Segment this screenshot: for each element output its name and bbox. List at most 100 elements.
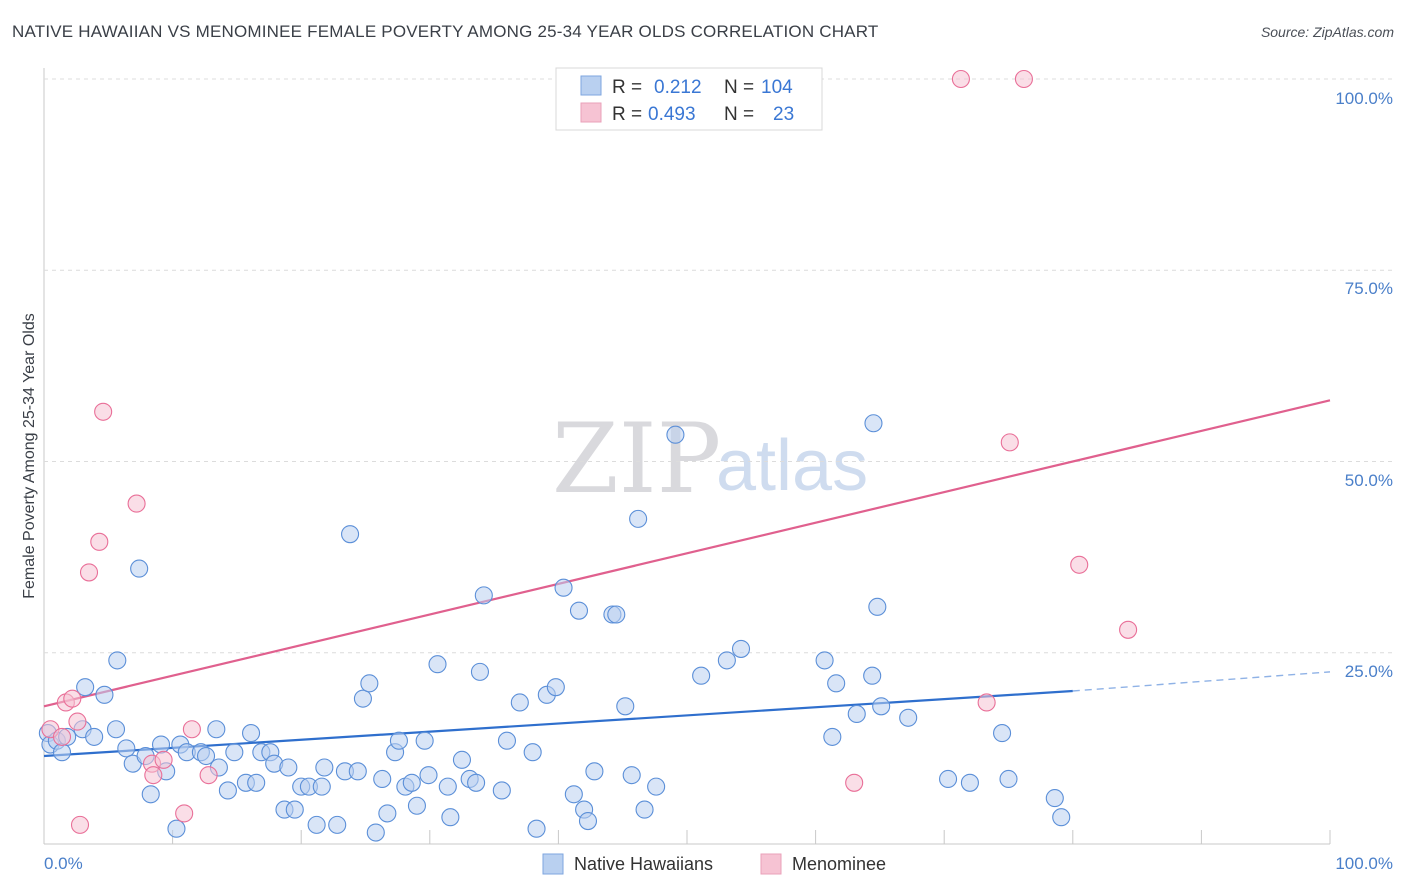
point-native-hawaiians-73 — [564, 785, 583, 804]
point-native-hawaiians-92 — [847, 704, 866, 724]
series-legend: Native Hawaiians Menominee — [542, 853, 886, 875]
point-native-hawaiians-15 — [141, 785, 160, 804]
point-native-hawaiians-54 — [407, 796, 426, 815]
y-tick-label-50: 50.0% — [1345, 471, 1393, 490]
point-native-hawaiians-11 — [117, 739, 136, 758]
point-native-hawaiians-77 — [585, 762, 604, 781]
menominee-points — [41, 69, 1138, 834]
point-native-hawaiians-43 — [341, 525, 360, 544]
point-native-hawaiians-57 — [428, 655, 447, 674]
point-native-hawaiians-29 — [247, 773, 266, 792]
watermark-zip: ZIP — [552, 403, 721, 515]
point-native-hawaiians-39 — [312, 777, 331, 796]
point-native-hawaiians-63 — [470, 662, 490, 681]
point-native-hawaiians-95 — [868, 597, 887, 616]
point-native-hawaiians-93 — [863, 666, 882, 685]
point-native-hawaiians-99 — [993, 724, 1012, 743]
legend-r-value-1: 0.212 — [654, 77, 702, 98]
point-native-hawaiians-46 — [360, 674, 379, 693]
point-menominee-20 — [977, 693, 996, 712]
point-native-hawaiians-13 — [130, 559, 149, 578]
point-menominee-16 — [1014, 69, 1033, 89]
point-menominee-12 — [154, 750, 173, 769]
point-menominee-1 — [52, 727, 72, 746]
point-native-hawaiians-41 — [328, 815, 347, 834]
point-native-hawaiians-101 — [1045, 789, 1064, 808]
point-native-hawaiians-69 — [527, 819, 546, 838]
correlation-legend: R = 0.212 N = 104 R = 0.493 N = 23 — [555, 67, 823, 131]
legend-n-value-2: 23 — [773, 104, 794, 125]
point-native-hawaiians-55 — [415, 731, 434, 750]
trendline-menominee — [43, 399, 1331, 708]
point-native-hawaiians-66 — [497, 731, 517, 750]
point-native-hawaiians-44 — [348, 762, 367, 781]
point-native-hawaiians-9 — [106, 720, 126, 739]
point-native-hawaiians-103 — [960, 773, 979, 792]
legend-n-label-2: N = — [724, 104, 754, 125]
trendline-native-hawaiians — [43, 689, 1073, 758]
native-hawaiians-points — [38, 414, 1071, 842]
point-menominee-18 — [1070, 555, 1089, 574]
point-menominee-13 — [175, 804, 194, 823]
point-native-hawaiians-86 — [692, 666, 711, 685]
point-menominee-17 — [1000, 433, 1019, 452]
point-native-hawaiians-91 — [827, 674, 846, 693]
point-native-hawaiians-38 — [307, 815, 326, 834]
point-native-hawaiians-3 — [52, 743, 72, 762]
legend-r-label-1: R = — [612, 77, 642, 98]
point-native-hawaiians-97 — [899, 708, 918, 727]
point-menominee-22 — [182, 720, 201, 739]
legend-swatch-pink — [580, 102, 602, 123]
trendlines — [43, 399, 1331, 758]
x-tick-marks — [172, 830, 1331, 844]
bottom-legend-menominee: Menominee — [792, 854, 886, 874]
point-menominee-4 — [68, 712, 87, 731]
point-native-hawaiians-28 — [241, 724, 261, 743]
point-native-hawaiians-25 — [218, 781, 237, 800]
point-native-hawaiians-84 — [647, 777, 666, 796]
trendline-native-hawaiians-extension — [1072, 671, 1331, 692]
point-native-hawaiians-8 — [95, 685, 114, 704]
point-menominee-9 — [127, 494, 146, 513]
point-native-hawaiians-10 — [108, 651, 127, 670]
point-menominee-6 — [79, 563, 99, 582]
point-native-hawaiians-102 — [1052, 808, 1071, 827]
point-native-hawaiians-80 — [616, 697, 635, 716]
point-native-hawaiians-40 — [315, 758, 334, 777]
point-native-hawaiians-72 — [554, 578, 573, 597]
point-native-hawaiians-49 — [378, 804, 397, 823]
point-native-hawaiians-79 — [607, 605, 626, 624]
point-native-hawaiians-26 — [225, 743, 244, 762]
watermark-atlas: atlas — [716, 426, 868, 506]
point-menominee-21 — [845, 773, 864, 792]
y-tick-label-25: 25.0% — [1345, 662, 1393, 681]
bottom-legend-swatch-pink — [760, 853, 782, 875]
point-native-hawaiians-45 — [353, 689, 372, 708]
x-tick-label-0: 0.0% — [44, 854, 83, 873]
legend-r-value-2: 0.493 — [648, 104, 696, 125]
point-menominee-19 — [1119, 620, 1138, 639]
legend-n-value-1: 104 — [761, 77, 793, 98]
point-native-hawaiians-16 — [151, 735, 171, 754]
point-native-hawaiians-67 — [510, 693, 529, 712]
point-native-hawaiians-59 — [441, 808, 460, 827]
point-native-hawaiians-71 — [546, 678, 565, 697]
point-native-hawaiians-47 — [366, 823, 385, 842]
point-native-hawaiians-94 — [864, 414, 883, 433]
point-native-hawaiians-53 — [402, 773, 421, 792]
point-native-hawaiians-56 — [419, 766, 438, 785]
point-native-hawaiians-7 — [85, 727, 104, 746]
point-native-hawaiians-23 — [207, 720, 226, 739]
point-native-hawaiians-98 — [939, 769, 958, 789]
point-native-hawaiians-18 — [167, 819, 186, 838]
point-native-hawaiians-89 — [815, 651, 834, 670]
chart-title: NATIVE HAWAIIAN VS MENOMINEE FEMALE POVE… — [12, 22, 879, 41]
y-tick-label-100: 100.0% — [1335, 89, 1393, 108]
point-native-hawaiians-81 — [622, 766, 641, 785]
point-native-hawaiians-85 — [666, 425, 685, 444]
point-menominee-8 — [90, 532, 109, 551]
point-native-hawaiians-90 — [823, 727, 842, 746]
gridlines — [44, 78, 1392, 654]
point-native-hawaiians-87 — [717, 651, 736, 670]
point-native-hawaiians-6 — [76, 678, 95, 697]
